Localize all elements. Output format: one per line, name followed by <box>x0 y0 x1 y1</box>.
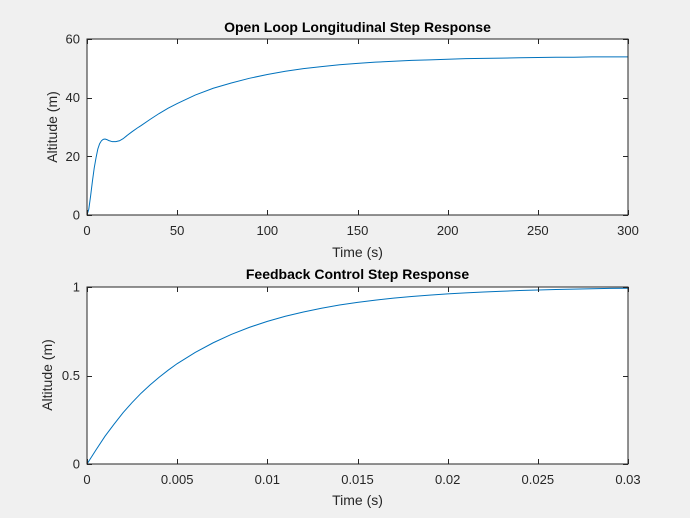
series-line <box>86 287 629 465</box>
plot-area <box>87 39 628 215</box>
x-tick-label: 0.01 <box>255 472 280 487</box>
x-tick-label: 0.015 <box>341 472 374 487</box>
y-tick-label: 1 <box>73 280 80 295</box>
axes-open-loop: 0 50 100 150 200 250 300 0 20 40 60 Open Loop Long… <box>44 19 639 260</box>
x-tick-label: 100 <box>256 223 278 238</box>
y-tick-label: 60 <box>66 32 80 47</box>
series-group <box>86 287 629 465</box>
axes-box <box>86 38 629 216</box>
y-tick-label: 40 <box>66 90 80 105</box>
chart-title: Open Loop Longitudinal Step Response <box>224 19 491 35</box>
x-tick-label: 200 <box>437 223 459 238</box>
y-tick-label: 0 <box>73 457 80 472</box>
y-axis-label: Altitude (m) <box>44 91 60 163</box>
tick-group: 0 50 100 150 200 250 300 0 20 40 60 <box>66 32 639 239</box>
x-tick-label: 300 <box>617 223 639 238</box>
plot-area <box>87 287 628 464</box>
x-tick-label: 0.025 <box>522 472 555 487</box>
tick-group: 0 0.005 0.01 0.015 0.02 0.025 0.03 0 0.5 1 <box>62 280 641 488</box>
x-axis-label: Time (s) <box>332 492 383 508</box>
x-tick-label: 0 <box>83 223 90 238</box>
x-tick-label: 50 <box>170 223 184 238</box>
x-tick-label: 0.02 <box>435 472 460 487</box>
x-tick-label: 0 <box>83 472 90 487</box>
series-line <box>86 56 628 216</box>
x-tick-label: 150 <box>347 223 369 238</box>
x-axis-label: Time (s) <box>332 244 383 260</box>
y-tick-label: 0 <box>73 208 80 223</box>
x-tick-label: 0.03 <box>615 472 640 487</box>
y-axis-label: Altitude (m) <box>39 339 55 411</box>
axes-feedback-control: 0 0.005 0.01 0.015 0.02 0.025 0.03 0 0.5 1 Feedba… <box>39 266 641 508</box>
axes-box <box>86 286 629 465</box>
y-tick-label: 0.5 <box>62 368 80 383</box>
y-tick-label: 20 <box>66 149 80 164</box>
x-tick-label: 250 <box>527 223 549 238</box>
series-group <box>86 56 628 216</box>
x-tick-label: 0.005 <box>161 472 194 487</box>
chart-title: Feedback Control Step Response <box>246 266 469 282</box>
